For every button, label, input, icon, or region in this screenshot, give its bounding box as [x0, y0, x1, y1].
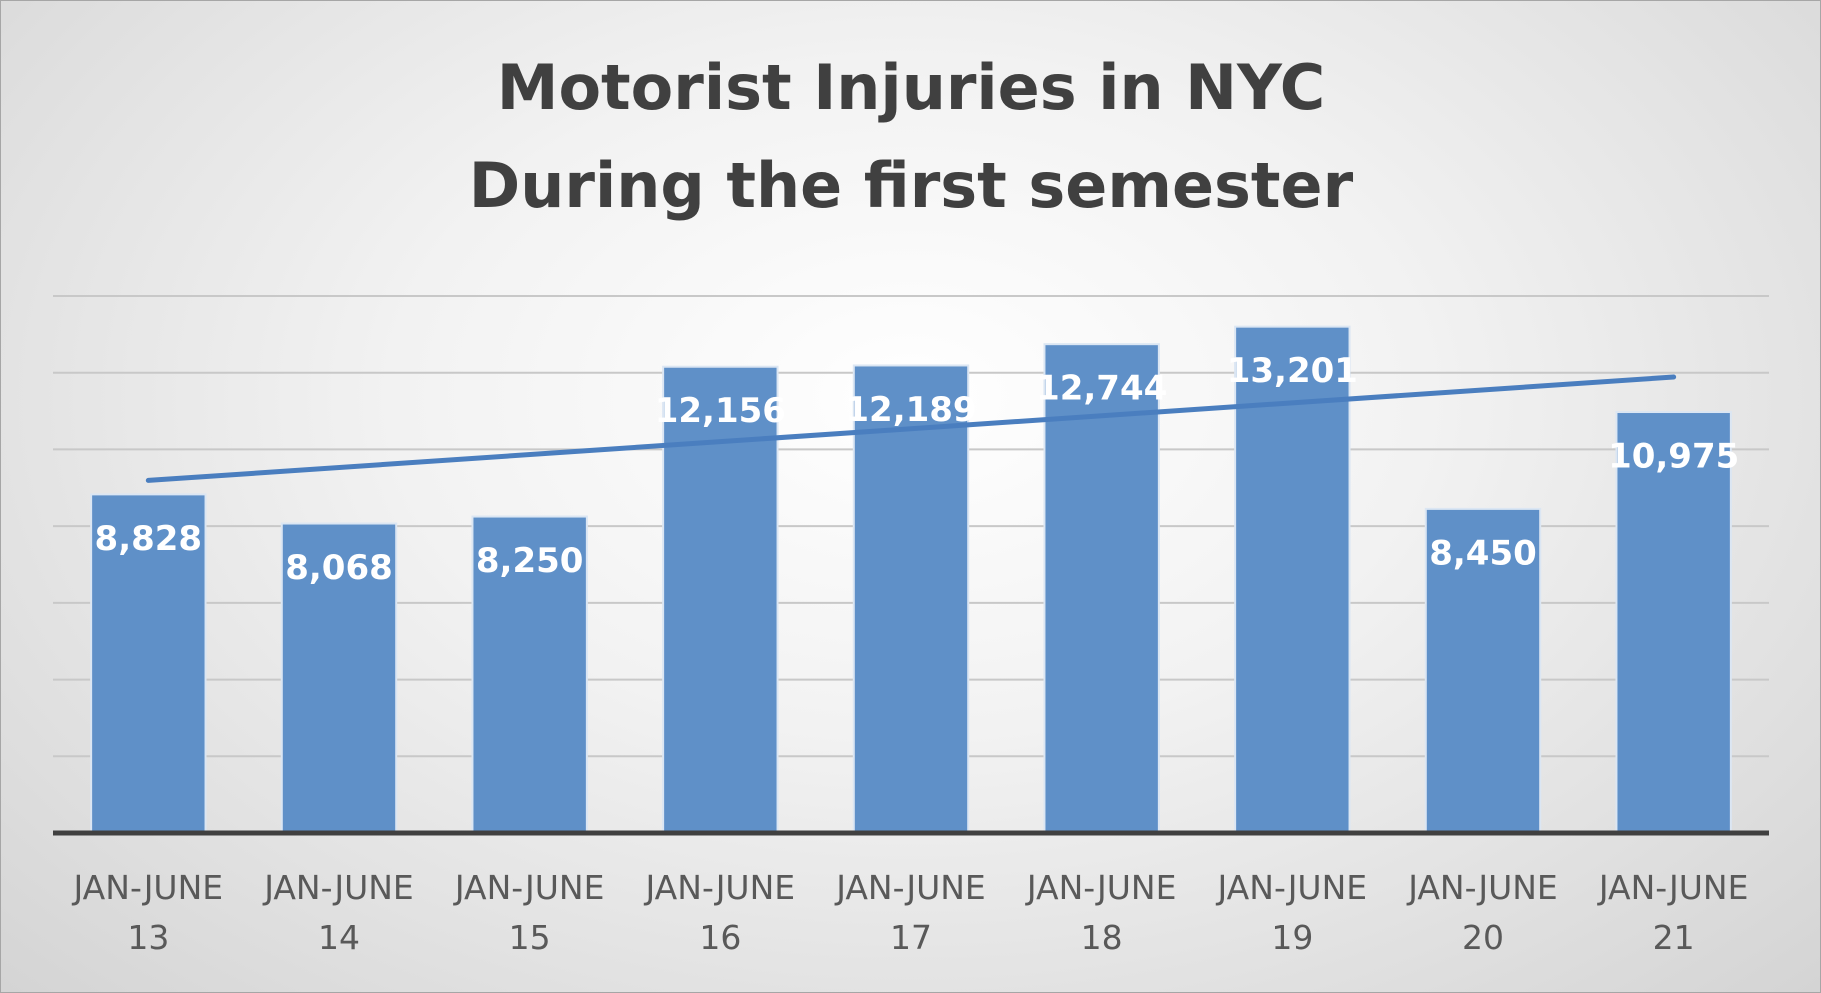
bar [1234, 325, 1351, 834]
x-tick-label: JAN-JUNE 17 [836, 868, 986, 957]
x-tick-label: JAN-JUNE 16 [645, 868, 796, 957]
x-tick-label: JAN-JUNE 18 [1026, 868, 1177, 957]
bar [1615, 411, 1732, 834]
x-tick-label: JAN-JUNE 15 [454, 868, 605, 957]
bar [471, 515, 588, 835]
chart-subtitle: During the first semester [469, 149, 1354, 222]
x-tick-label: JAN-JUNE 21 [1598, 868, 1749, 957]
x-tick-label: JAN-JUNE 14 [264, 868, 414, 957]
bar [1043, 343, 1160, 834]
data-label: 10,975 [1608, 437, 1739, 477]
x-tick-label: JAN-JUNE 20 [1408, 868, 1558, 957]
data-label: 12,156 [655, 391, 786, 431]
chart-title: Motorist Injuries in NYC [497, 51, 1326, 124]
data-label: 8,828 [95, 519, 203, 559]
bar [90, 493, 207, 834]
data-label: 8,250 [476, 541, 584, 581]
data-label: 12,744 [1036, 369, 1167, 409]
data-label: 13,201 [1227, 351, 1358, 391]
data-label: 8,450 [1429, 533, 1537, 573]
bar [852, 364, 970, 834]
bar [1424, 507, 1542, 834]
x-tick-label: JAN-JUNE 19 [1217, 868, 1368, 957]
x-tick-label: JAN-JUNE 13 [73, 868, 224, 957]
bar [280, 522, 398, 834]
data-label: 8,068 [285, 548, 393, 588]
trendline [145, 374, 1677, 483]
